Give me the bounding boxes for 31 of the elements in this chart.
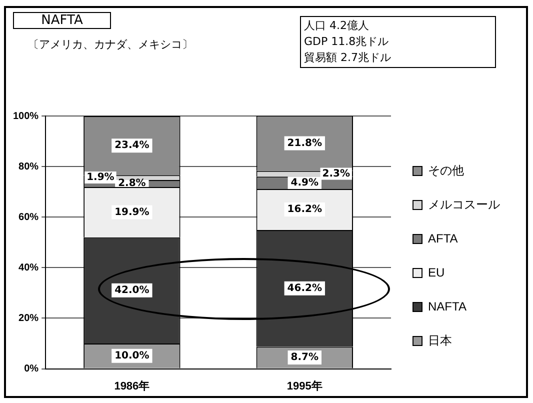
text: GDP 11.8兆ドル — [304, 34, 390, 50]
legend-label: AFTA — [428, 231, 458, 246]
x-tick-label: 1995年 — [286, 379, 322, 392]
x-tick-label: 1986年 — [114, 379, 150, 392]
chart-subtitle: 〔アメリカ、カナダ、メキシコ〕 — [28, 37, 193, 52]
legend-label: EU — [428, 265, 445, 280]
legend-label: NAFTA — [428, 299, 466, 314]
y-tick-label: 40% — [18, 262, 39, 274]
data-label: 21.8% — [287, 138, 322, 149]
data-label: 2.3% — [322, 168, 350, 180]
legend-label: その他 — [428, 163, 464, 178]
text: 人口 4.2億人 — [304, 18, 370, 34]
data-label: 8.7% — [290, 352, 319, 364]
y-tick-label: 60% — [18, 212, 39, 223]
data-label: 42.0% — [114, 285, 150, 296]
data-label: 10.0% — [114, 350, 150, 362]
data-label: 1.9% — [86, 172, 114, 184]
y-tick-label: 80% — [18, 161, 39, 172]
chart-title: NAFTA — [13, 12, 111, 29]
legend-label: 日本 — [428, 333, 452, 348]
y-tick-label: 20% — [18, 312, 39, 324]
legend-label: メルコスール — [428, 197, 500, 212]
data-label: 23.4% — [114, 140, 150, 152]
data-label: 16.2% — [287, 204, 322, 216]
y-tick-label: 100% — [13, 110, 39, 122]
data-label: 4.9% — [290, 177, 319, 188]
data-label: 19.9% — [114, 206, 150, 218]
text: 貿易額 2.7兆ドル — [304, 50, 392, 66]
data-label: 46.2% — [287, 283, 322, 294]
data-label: 2.8% — [118, 178, 146, 190]
y-tick-label: 0% — [24, 364, 39, 375]
